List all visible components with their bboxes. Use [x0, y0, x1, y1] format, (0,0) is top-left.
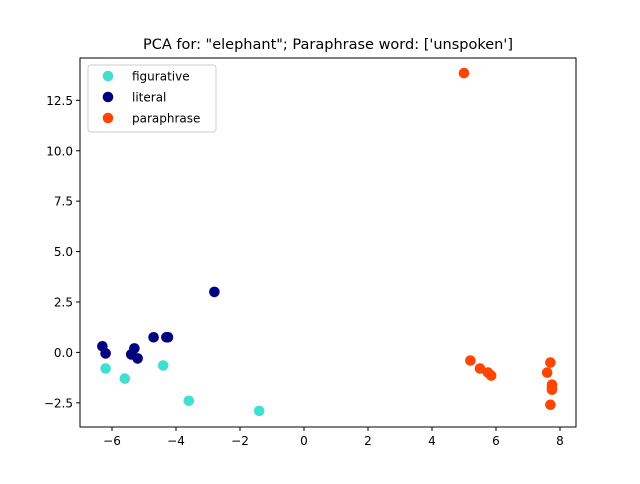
y-tick-label: 0.0: [54, 346, 73, 360]
y-tick-label: 10.0: [46, 144, 73, 158]
x-tick-label: −4: [167, 434, 185, 448]
plot-marks: [97, 67, 558, 417]
x-tick-label: 4: [428, 434, 436, 448]
legend-label-literal: literal: [132, 91, 166, 105]
plot-frame: [79, 57, 577, 428]
paraphrase-point: [545, 357, 556, 368]
paraphrase-point: [458, 67, 470, 79]
literal-point: [129, 343, 140, 354]
chart-title: PCA for: "elephant"; Paraphrase word: ['…: [143, 37, 513, 53]
paraphrase-point: [545, 399, 556, 411]
legend-marker-paraphrase: [102, 112, 114, 124]
literal-point: [132, 353, 143, 364]
x-tick-label: 0: [300, 434, 308, 448]
x-axis: −6 −4 −2 0 2 4 6 8: [103, 427, 564, 448]
figurative-point: [100, 363, 111, 374]
figurative-point: [119, 373, 131, 384]
paraphrase-point: [485, 370, 497, 381]
literal-point: [209, 286, 220, 298]
legend-marker-literal: [102, 91, 114, 103]
literal-point: [148, 332, 159, 343]
paraphrase-point: [474, 363, 486, 374]
y-tick-label: 5.0: [54, 245, 73, 259]
x-tick-label: 6: [492, 434, 500, 448]
y-tick-label: 12.5: [46, 94, 73, 108]
paraphrase-point: [546, 384, 558, 396]
legend: figurative literal paraphrase: [87, 64, 217, 133]
legend-label-figurative: figurative: [132, 70, 190, 84]
paraphrase-point: [465, 355, 476, 366]
legend-box: [87, 64, 217, 133]
x-tick-label: 2: [364, 434, 372, 448]
y-tick-label: 7.5: [54, 195, 73, 209]
y-axis: −2.5 0.0 2.5 5.0 7.5 10.0 12.5: [44, 94, 80, 410]
literal-point: [162, 332, 174, 343]
legend-marker-figurative: [102, 70, 114, 82]
paraphrase-point: [541, 367, 553, 378]
figurative-point: [253, 405, 265, 417]
x-tick-label: 8: [556, 434, 564, 448]
figurative-point: [183, 395, 195, 407]
y-tick-label: −2.5: [44, 396, 73, 410]
literal-point: [100, 348, 111, 359]
x-tick-label: −6: [103, 434, 121, 448]
x-tick-label: −2: [231, 434, 249, 448]
y-tick-label: 2.5: [54, 295, 73, 309]
figurative-point: [157, 360, 169, 371]
legend-label-paraphrase: paraphrase: [132, 112, 200, 126]
